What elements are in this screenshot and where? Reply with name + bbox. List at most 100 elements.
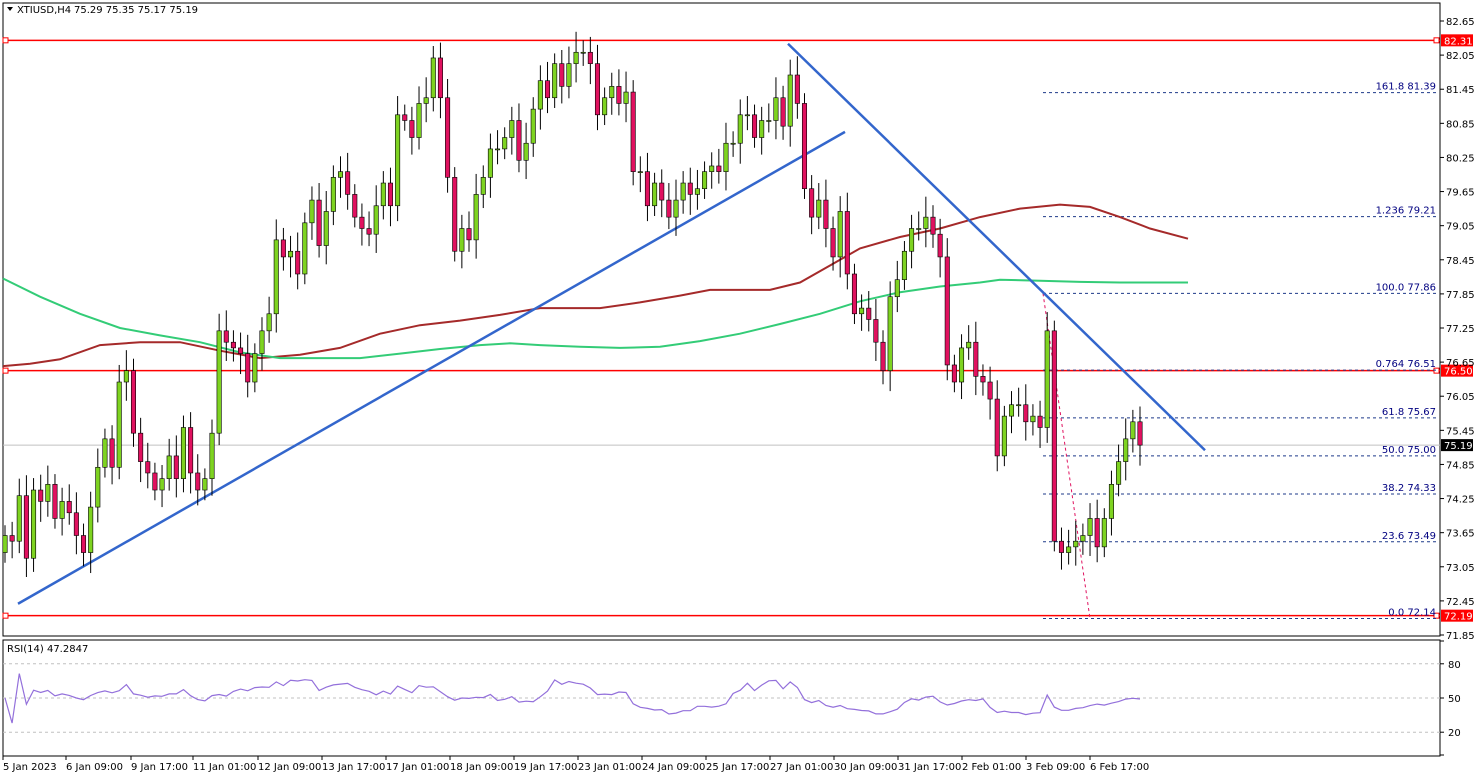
symbol-dropdown-icon[interactable] — [7, 7, 13, 11]
candle-body — [509, 120, 515, 138]
moving-average-red[interactable] — [2, 203, 1189, 368]
fib-anchor-line[interactable] — [1042, 293, 1091, 619]
candle-body — [1101, 518, 1107, 548]
candle-body — [81, 535, 87, 553]
candle-body — [609, 86, 615, 99]
candle-body — [123, 370, 129, 383]
price-tick-label: 80.25 — [1446, 153, 1475, 164]
candle-body — [1051, 330, 1057, 542]
time-tick-label: 2 Feb 01:00 — [962, 762, 1021, 773]
candlesticks — [2, 31, 1143, 578]
candle-body — [266, 313, 272, 332]
candle-body — [1094, 518, 1100, 548]
candle-body — [31, 489, 37, 559]
candle-body — [130, 370, 137, 434]
candle-body — [223, 330, 229, 343]
candle-body — [766, 120, 772, 122]
candle-body — [309, 199, 315, 224]
candle-body — [616, 86, 622, 104]
candle-body — [801, 103, 808, 190]
candle-body — [559, 63, 565, 87]
price-tick-label: 82.05 — [1446, 51, 1475, 62]
candle-body — [138, 432, 144, 462]
time-tick-label: 5 Jan 2023 — [3, 762, 57, 773]
descending-trendline[interactable] — [787, 42, 1206, 452]
price-tick-label: 77.25 — [1446, 324, 1475, 335]
candle-body — [109, 438, 115, 468]
candle-body — [687, 182, 693, 195]
candle-body — [980, 376, 986, 383]
candle-body — [59, 501, 65, 519]
candle-body — [423, 97, 429, 104]
candle-body — [1123, 438, 1129, 462]
candle-body — [1066, 546, 1072, 553]
candle-body — [787, 74, 793, 127]
level-price-label: 76.50 — [1444, 367, 1473, 378]
price-tick-label: 73.65 — [1446, 529, 1475, 540]
rsi-line[interactable] — [4, 673, 1141, 724]
candle-body — [259, 330, 265, 354]
candle-body — [366, 228, 372, 235]
candle-body — [373, 205, 379, 235]
candle-body — [716, 165, 722, 172]
fib-level-label: 0.764 76.51 — [1376, 359, 1436, 370]
candle-body — [694, 188, 700, 195]
candle-body — [752, 114, 758, 138]
level-price-tag — [1441, 34, 1473, 47]
candle-body — [302, 222, 308, 275]
candle-body — [480, 177, 486, 195]
candle-body — [323, 211, 329, 246]
time-tick-label: 6 Feb 17:00 — [1090, 762, 1149, 773]
candle-body — [230, 341, 236, 349]
candle-body — [652, 182, 658, 207]
candle-body — [673, 199, 679, 218]
candle-body — [702, 171, 708, 190]
ascending-trendline[interactable] — [17, 130, 846, 605]
candle-body — [730, 142, 736, 145]
current-price-tag — [1441, 439, 1473, 452]
candle-body — [794, 74, 800, 104]
price-tick-label: 73.05 — [1446, 563, 1475, 574]
time-tick-label: 6 Jan 09:00 — [66, 762, 123, 773]
time-tick-label: 19 Jan 17:00 — [514, 762, 577, 773]
price-tick-label: 82.65 — [1446, 17, 1475, 28]
time-tick-label: 31 Jan 17:00 — [898, 762, 961, 773]
candle-body — [1087, 518, 1093, 536]
candle-body — [552, 63, 558, 99]
candle-body — [52, 484, 58, 519]
candle-body — [823, 199, 829, 229]
candle-body — [930, 216, 936, 235]
candle-body — [844, 211, 850, 275]
candle-body — [352, 194, 358, 218]
candle-body — [45, 484, 51, 502]
candle-body — [1037, 415, 1043, 428]
level-anchor-right[interactable] — [1433, 367, 1440, 374]
candle-body — [973, 341, 979, 377]
candle-body — [387, 182, 393, 207]
candle-body — [1001, 415, 1007, 457]
level-anchor-left[interactable] — [2, 367, 9, 374]
price-axis: 82.65 82.05 81.45 80.85 80.25 79.65 79.05 78.45… — [1440, 17, 1475, 642]
candle-body — [1058, 540, 1064, 553]
candle-body — [866, 307, 872, 320]
candle-body — [894, 279, 900, 298]
moving-average-green[interactable] — [2, 277, 1188, 360]
level-anchor-left[interactable] — [2, 37, 9, 44]
candle-body — [659, 182, 665, 201]
level-anchor-right[interactable] — [1433, 37, 1440, 44]
candle-body — [909, 228, 915, 252]
candle-body — [516, 120, 522, 161]
candle-body — [273, 239, 279, 315]
candle-body — [1016, 404, 1022, 407]
candle-body — [280, 239, 286, 258]
candle-body — [545, 80, 551, 99]
moving-averages — [2, 203, 1189, 368]
level-anchor-right[interactable] — [1433, 612, 1440, 619]
candle-body — [409, 120, 415, 138]
price-tick-label: 74.25 — [1446, 495, 1475, 506]
rsi-indicator: 80 50 20 — [3, 640, 1461, 756]
candle-body — [430, 57, 436, 99]
price-tick-label: 77.85 — [1446, 290, 1475, 301]
level-anchor-left[interactable] — [2, 612, 9, 619]
